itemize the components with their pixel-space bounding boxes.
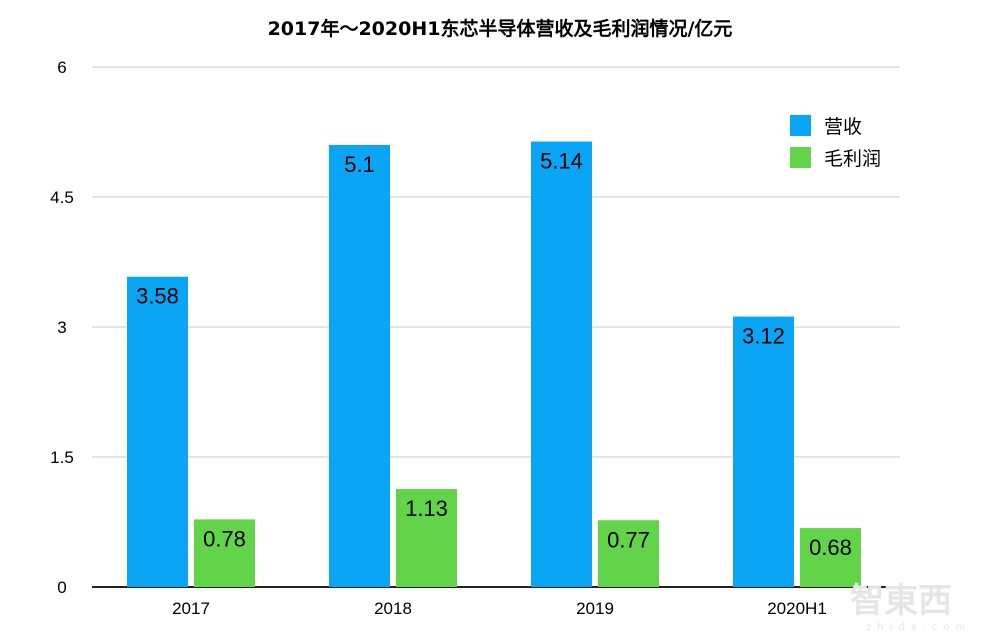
legend-label: 营收 bbox=[824, 116, 862, 138]
y-tick-label: 3 bbox=[57, 318, 66, 337]
bar-revenue bbox=[531, 141, 592, 588]
y-tick-label: 1.5 bbox=[50, 448, 74, 467]
y-tick-label: 6 bbox=[57, 58, 66, 77]
x-tick-label: 2018 bbox=[374, 599, 412, 618]
bar-gross-profit bbox=[800, 528, 861, 587]
x-axis-ticks: 2017 2018 2019 2020H1 bbox=[172, 599, 827, 618]
x-tick-label: 2017 bbox=[172, 599, 210, 618]
data-label: 5.14 bbox=[540, 149, 583, 174]
watermark-text: 智東西 bbox=[850, 581, 952, 621]
data-label: 0.78 bbox=[203, 526, 246, 551]
legend-swatch bbox=[790, 147, 811, 168]
bars: 3.58 0.78 5.1 1.13 5.14 0.77 3.12 0.68 bbox=[127, 141, 861, 588]
bar-revenue bbox=[733, 316, 794, 587]
data-label: 0.77 bbox=[607, 527, 650, 552]
data-label: 0.68 bbox=[809, 535, 852, 560]
legend-label: 毛利润 bbox=[824, 148, 881, 170]
x-tick-label: 2019 bbox=[576, 599, 614, 618]
y-axis-ticks: 0 1.5 3 4.5 6 bbox=[50, 58, 74, 597]
bar-gross-profit bbox=[598, 520, 659, 587]
data-label: 1.13 bbox=[405, 496, 448, 521]
watermark-logo: 智東西 zhidx.com bbox=[850, 581, 971, 633]
y-tick-label: 4.5 bbox=[50, 188, 74, 207]
x-tick-label: 2020H1 bbox=[767, 599, 827, 618]
bar-revenue bbox=[127, 276, 188, 587]
bar-revenue bbox=[329, 145, 390, 587]
legend-swatch bbox=[790, 115, 811, 136]
bar-gross-profit bbox=[396, 489, 457, 587]
data-label: 3.58 bbox=[136, 284, 179, 309]
y-tick-label: 0 bbox=[57, 578, 66, 597]
data-label: 3.12 bbox=[742, 324, 785, 349]
data-label: 5.1 bbox=[344, 152, 375, 177]
chart-title: 2017年～2020H1东芯半导体营收及毛利润情况/亿元 bbox=[268, 17, 733, 40]
bar-gross-profit bbox=[194, 519, 255, 587]
watermark-subtext: zhidx.com bbox=[866, 622, 971, 633]
